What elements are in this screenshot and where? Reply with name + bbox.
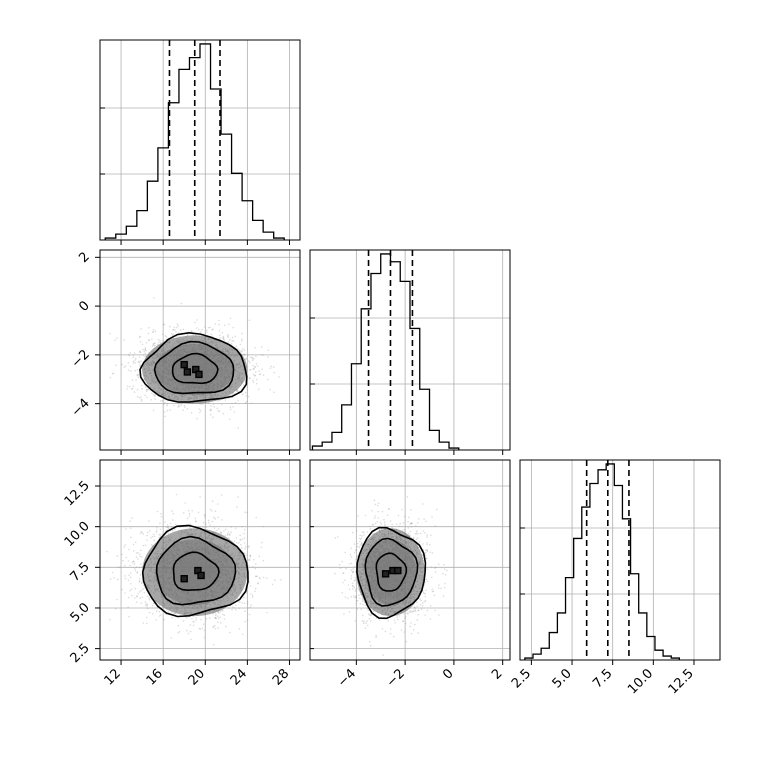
x-tick-label-2-3: 10.0 bbox=[625, 666, 656, 697]
y-tick-label-1-2: 0 bbox=[76, 298, 92, 314]
joint-0-contour-2 bbox=[153, 340, 235, 395]
joint-0-peak-1 bbox=[183, 368, 192, 376]
joint-0-peak-3 bbox=[195, 370, 203, 379]
joint-panel-0-2 bbox=[99, 459, 301, 661]
histogram-2-frame bbox=[519, 459, 721, 661]
histogram-panel-1 bbox=[309, 249, 511, 451]
joint-2-contour-2 bbox=[364, 537, 419, 607]
joint-2-peak-0 bbox=[381, 570, 390, 578]
joint-0-contour-3 bbox=[139, 331, 248, 403]
joint-1-contour-1 bbox=[172, 551, 220, 592]
histogram-2-bars bbox=[524, 463, 680, 660]
x-tick-label-1-2: 0 bbox=[440, 666, 456, 682]
x-tick-label-2-1: 5.0 bbox=[550, 666, 575, 691]
joint-panel-0-1 bbox=[99, 249, 301, 451]
y-tick-label-2-4: 12.5 bbox=[62, 478, 93, 509]
x-tick-label-2-4: 12.5 bbox=[666, 666, 697, 697]
joint-1-peak-2 bbox=[197, 571, 205, 580]
joint-1-contour-3 bbox=[141, 524, 249, 618]
joint-1-contour-2 bbox=[155, 535, 237, 606]
y-tick-label-1-1: −2 bbox=[69, 347, 93, 371]
joint-0-contour-1 bbox=[171, 352, 219, 385]
x-tick-label-0-2: 20 bbox=[186, 666, 208, 688]
y-tick-label-2-2: 7.5 bbox=[68, 560, 93, 585]
joint-2-frame bbox=[309, 459, 511, 661]
histogram-panel-2 bbox=[519, 459, 721, 661]
y-tick-label-2-0: 2.5 bbox=[68, 641, 93, 666]
x-tick-label-2-2: 7.5 bbox=[590, 666, 615, 691]
x-tick-label-2-0: 2.5 bbox=[509, 666, 534, 691]
histogram-1-bars bbox=[311, 253, 460, 450]
joint-0-frame bbox=[99, 249, 301, 451]
joint-2-contour-3 bbox=[356, 526, 427, 620]
joint-2-peak-2 bbox=[394, 566, 402, 575]
joint-1-peak-0 bbox=[180, 574, 188, 583]
x-tick-label-0-0: 12 bbox=[102, 666, 124, 688]
x-tick-label-1-3: 2 bbox=[489, 666, 505, 682]
joint-1-frame bbox=[99, 459, 301, 661]
joint-2-contour-1 bbox=[375, 552, 408, 592]
x-tick-label-0-1: 16 bbox=[144, 666, 166, 688]
y-tick-label-1-3: 2 bbox=[76, 250, 92, 266]
histogram-1-frame bbox=[309, 249, 511, 451]
y-tick-label-1-0: −4 bbox=[69, 396, 93, 420]
y-tick-label-2-1: 5.0 bbox=[68, 600, 93, 625]
x-tick-label-1-1: −2 bbox=[384, 666, 408, 690]
histogram-0-frame bbox=[99, 39, 301, 241]
joint-0-peak-0 bbox=[180, 360, 188, 369]
joint-panel-1-2 bbox=[309, 459, 511, 661]
histogram-panel-0 bbox=[99, 39, 301, 241]
x-tick-label-1-0: −4 bbox=[335, 666, 359, 690]
histogram-0-bars bbox=[104, 43, 285, 240]
x-tick-label-0-3: 24 bbox=[228, 666, 250, 688]
y-tick-label-2-3: 10.0 bbox=[62, 519, 93, 550]
x-tick-label-0-4: 28 bbox=[270, 666, 292, 688]
